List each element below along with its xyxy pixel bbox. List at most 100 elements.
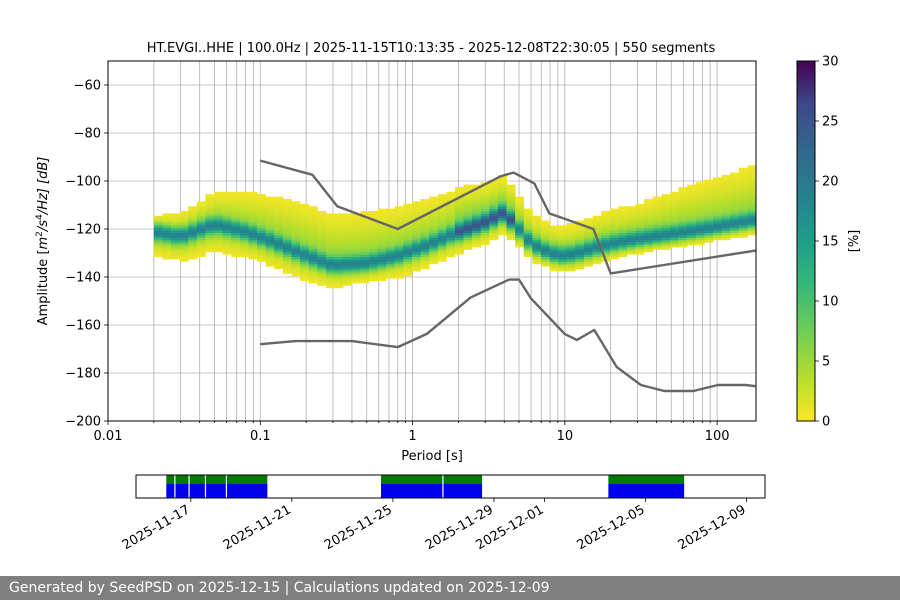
psd-cell <box>601 249 611 253</box>
psd-cell <box>712 206 722 209</box>
psd-cell <box>265 218 275 221</box>
psd-cell <box>558 239 568 243</box>
psd-cell <box>222 227 232 231</box>
psd-cell <box>403 237 413 241</box>
psd-cell <box>274 213 284 217</box>
psd-cell <box>704 218 714 221</box>
psd-cell <box>248 239 258 243</box>
psd-cell <box>549 266 559 269</box>
psd-cell <box>334 232 344 236</box>
psd-cell <box>265 220 275 224</box>
psd-cell <box>704 230 714 233</box>
psd-cell <box>403 244 413 248</box>
psd-cell <box>678 208 688 212</box>
psd-cell <box>214 232 224 236</box>
psd-cell <box>472 235 482 238</box>
psd-cell <box>626 211 636 214</box>
psd-cell <box>515 213 525 217</box>
psd-cell <box>274 249 284 253</box>
date-tick-label: 2025-11-25 <box>322 502 395 553</box>
psd-cell <box>300 275 310 279</box>
psd-cell <box>652 211 662 214</box>
psd-cell <box>282 244 292 248</box>
psd-cell <box>343 254 353 257</box>
psd-cell <box>506 237 516 241</box>
psd-cell <box>394 232 404 236</box>
psd-cell <box>360 275 370 279</box>
psd-cell <box>437 230 447 233</box>
y-tick-label: −60 <box>74 79 101 94</box>
psd-cell <box>257 239 267 243</box>
psd-cell <box>368 251 378 255</box>
psd-cell <box>747 179 756 183</box>
psd-cell <box>721 225 731 229</box>
psd-cell <box>265 208 275 212</box>
psd-cell <box>291 263 301 267</box>
psd-cell <box>523 223 533 226</box>
psd-cell <box>239 251 249 255</box>
psd-cell <box>257 256 267 260</box>
psd-cell <box>222 208 232 212</box>
psd-cell <box>325 251 335 255</box>
psd-cell <box>411 263 421 267</box>
psd-cell <box>454 239 464 243</box>
psd-cell <box>626 225 636 229</box>
psd-cell <box>300 206 310 209</box>
psd-cell <box>214 230 224 233</box>
psd-cell <box>687 203 697 207</box>
psd-cell <box>429 249 439 253</box>
psd-cell <box>343 239 353 243</box>
psd-cell <box>274 232 284 236</box>
psd-cell <box>231 239 241 243</box>
psd-cell <box>403 213 413 217</box>
psd-cell <box>239 235 249 238</box>
psd-cell <box>592 218 602 221</box>
psd-cell <box>515 223 525 226</box>
psd-cell <box>377 215 387 219</box>
availability-bar <box>608 475 685 484</box>
psd-cell <box>257 199 267 202</box>
psd-cell <box>291 235 301 238</box>
psd-cell <box>343 263 353 267</box>
psd-cell <box>738 167 748 171</box>
psd-cell <box>652 232 662 236</box>
psd-cell <box>497 201 507 205</box>
psd-cell <box>506 208 516 212</box>
psd-cell <box>334 271 344 274</box>
psd-cell <box>291 259 301 262</box>
psd-cell <box>652 208 662 212</box>
psd-cell <box>351 273 361 277</box>
psd-cell <box>446 194 456 197</box>
psd-cell <box>489 201 499 205</box>
psd-cell <box>506 215 516 219</box>
psd-cell <box>583 261 593 265</box>
psd-cell <box>308 273 318 277</box>
psd-cell <box>695 191 705 195</box>
psd-cell <box>601 213 611 217</box>
psd-cell <box>265 254 275 257</box>
psd-cell <box>678 235 688 238</box>
psd-cell <box>515 242 525 245</box>
psd-cell <box>386 244 396 248</box>
psd-cell <box>446 227 456 231</box>
psd-cell <box>231 242 241 245</box>
psd-cell <box>205 194 215 197</box>
psd-cell <box>644 249 654 253</box>
psd-cell <box>317 225 327 229</box>
psd-cell <box>644 211 654 214</box>
psd-cell <box>489 227 499 231</box>
psd-cell <box>454 249 464 253</box>
psd-cell <box>721 194 731 197</box>
psd-cell <box>652 235 662 238</box>
psd-cell <box>437 199 447 202</box>
psd-cell <box>300 278 310 281</box>
psd-cell <box>583 239 593 243</box>
psd-cell <box>437 215 447 219</box>
psd-cell <box>429 227 439 231</box>
psd-cell <box>730 184 740 188</box>
psd-cell <box>549 225 559 229</box>
y-label-exp-m: 2 <box>35 231 45 237</box>
psd-cell <box>394 247 404 250</box>
psd-cell <box>540 244 550 248</box>
psd-cell <box>566 268 576 272</box>
